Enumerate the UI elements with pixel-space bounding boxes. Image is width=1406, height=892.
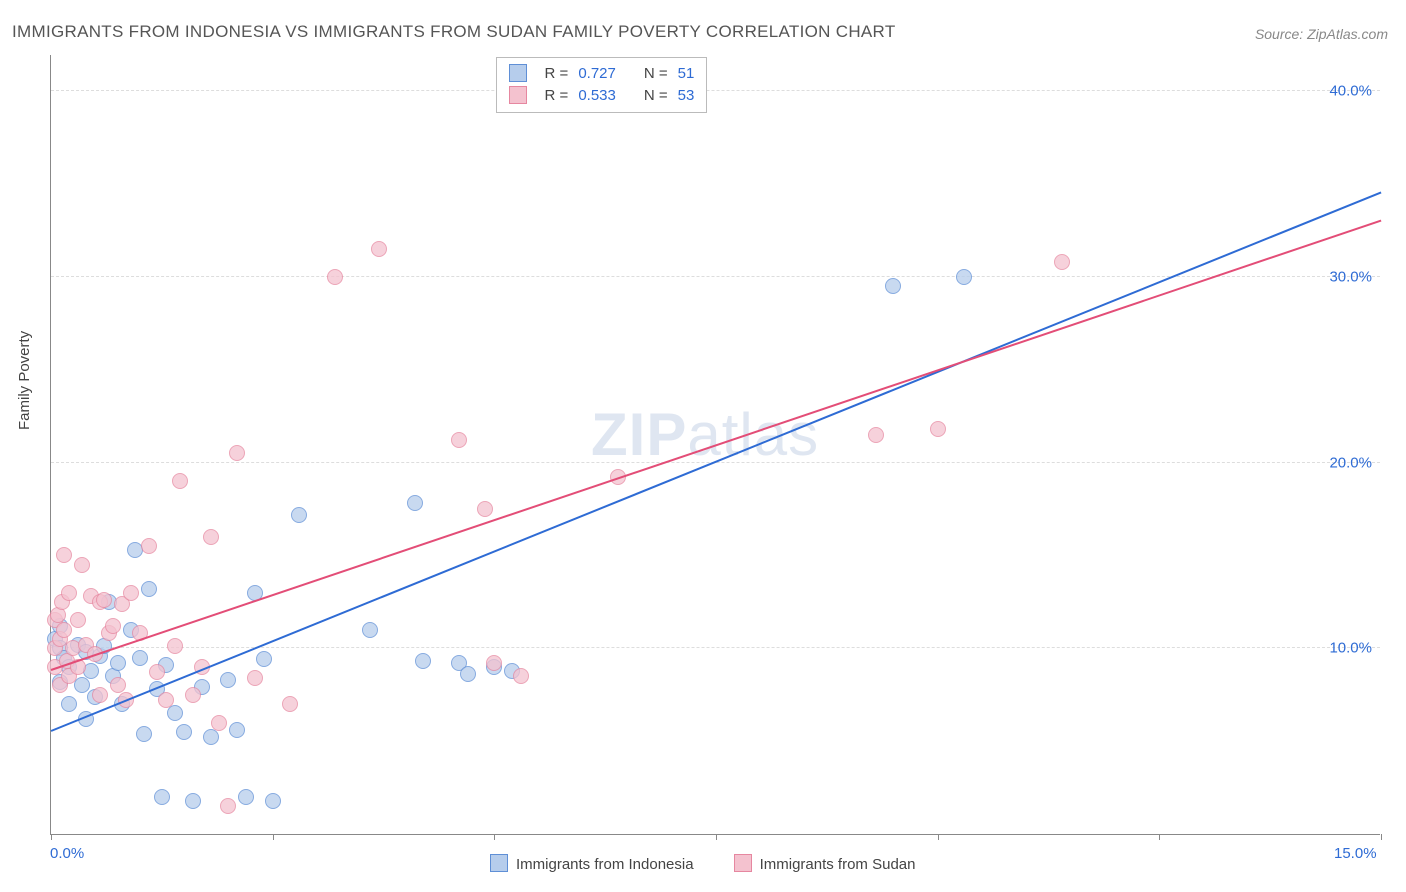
x-tick [494, 834, 495, 840]
scatter-point-indonesia [203, 729, 219, 745]
scatter-point-indonesia [265, 793, 281, 809]
scatter-point-indonesia [407, 495, 423, 511]
scatter-point-indonesia [415, 653, 431, 669]
n-label: N = [644, 65, 668, 82]
scatter-point-indonesia [220, 672, 236, 688]
scatter-point-sudan [158, 692, 174, 708]
scatter-point-indonesia [154, 789, 170, 805]
x-tick-label: 15.0% [1334, 845, 1377, 862]
x-tick [273, 834, 274, 840]
legend-swatch [734, 854, 752, 872]
n-value: 53 [678, 87, 695, 104]
scatter-point-sudan [486, 655, 502, 671]
y-tick-label: 20.0% [1329, 454, 1372, 471]
scatter-point-sudan [141, 538, 157, 554]
scatter-point-sudan [930, 421, 946, 437]
scatter-point-sudan [149, 664, 165, 680]
trend-line-sudan [51, 219, 1382, 670]
n-label: N = [644, 87, 668, 104]
legend-swatch [509, 86, 527, 104]
legend-item: Immigrants from Sudan [734, 854, 916, 873]
x-tick-label: 0.0% [50, 845, 84, 862]
scatter-point-sudan [61, 585, 77, 601]
x-tick [51, 834, 52, 840]
x-tick [1159, 834, 1160, 840]
scatter-point-indonesia [956, 269, 972, 285]
scatter-point-indonesia [167, 705, 183, 721]
scatter-point-sudan [172, 473, 188, 489]
r-label: R = [545, 65, 569, 82]
r-label: R = [545, 87, 569, 104]
scatter-point-sudan [451, 432, 467, 448]
bottom-legend: Immigrants from Indonesia Immigrants from… [490, 841, 915, 886]
scatter-point-sudan [185, 687, 201, 703]
scatter-point-sudan [96, 592, 112, 608]
y-axis-label: Family Poverty [16, 331, 33, 430]
stats-legend-row: R = 0.727 N = 51 [509, 62, 695, 84]
chart-title: IMMIGRANTS FROM INDONESIA VS IMMIGRANTS … [12, 22, 896, 42]
y-tick-label: 10.0% [1329, 640, 1372, 657]
n-value: 51 [678, 65, 695, 82]
scatter-point-sudan [371, 241, 387, 257]
scatter-point-indonesia [185, 793, 201, 809]
scatter-point-sudan [327, 269, 343, 285]
scatter-point-indonesia [229, 722, 245, 738]
scatter-point-indonesia [74, 677, 90, 693]
chart-container: IMMIGRANTS FROM INDONESIA VS IMMIGRANTS … [0, 0, 1406, 892]
scatter-point-sudan [70, 612, 86, 628]
scatter-point-sudan [229, 445, 245, 461]
scatter-point-sudan [247, 670, 263, 686]
legend-item: Immigrants from Indonesia [490, 854, 694, 873]
scatter-point-sudan [513, 668, 529, 684]
scatter-point-indonesia [110, 655, 126, 671]
scatter-point-indonesia [238, 789, 254, 805]
r-value: 0.727 [578, 65, 616, 82]
scatter-point-indonesia [132, 650, 148, 666]
scatter-point-indonesia [141, 581, 157, 597]
stats-legend-row: R = 0.533 N = 53 [509, 84, 695, 106]
r-value: 0.533 [578, 87, 616, 104]
scatter-point-sudan [211, 715, 227, 731]
scatter-point-sudan [167, 638, 183, 654]
legend-label: Immigrants from Sudan [760, 856, 916, 873]
scatter-point-sudan [56, 547, 72, 563]
scatter-point-indonesia [256, 651, 272, 667]
legend-swatch [509, 64, 527, 82]
scatter-point-sudan [105, 618, 121, 634]
x-tick [716, 834, 717, 840]
stats-legend: R = 0.727 N = 51 R = 0.533 N = 53 [496, 57, 708, 113]
scatter-point-sudan [92, 687, 108, 703]
scatter-point-indonesia [362, 622, 378, 638]
scatter-point-indonesia [885, 278, 901, 294]
scatter-point-indonesia [460, 666, 476, 682]
y-tick-label: 40.0% [1329, 83, 1372, 100]
scatter-point-sudan [123, 585, 139, 601]
y-tick-label: 30.0% [1329, 268, 1372, 285]
scatter-point-sudan [477, 501, 493, 517]
scatter-point-sudan [220, 798, 236, 814]
grid-line [51, 90, 1380, 91]
scatter-point-sudan [110, 677, 126, 693]
source-label: Source: ZipAtlas.com [1255, 26, 1388, 42]
plot-area: ZIPatlas 10.0%20.0%30.0%40.0% [50, 55, 1380, 835]
scatter-point-sudan [282, 696, 298, 712]
scatter-point-sudan [1054, 254, 1070, 270]
scatter-point-sudan [868, 427, 884, 443]
legend-label: Immigrants from Indonesia [516, 856, 694, 873]
grid-line [51, 276, 1380, 277]
scatter-point-indonesia [136, 726, 152, 742]
scatter-point-indonesia [176, 724, 192, 740]
scatter-point-indonesia [61, 696, 77, 712]
x-tick [938, 834, 939, 840]
scatter-point-sudan [203, 529, 219, 545]
scatter-point-sudan [74, 557, 90, 573]
x-tick [1381, 834, 1382, 840]
scatter-point-indonesia [291, 507, 307, 523]
legend-swatch [490, 854, 508, 872]
